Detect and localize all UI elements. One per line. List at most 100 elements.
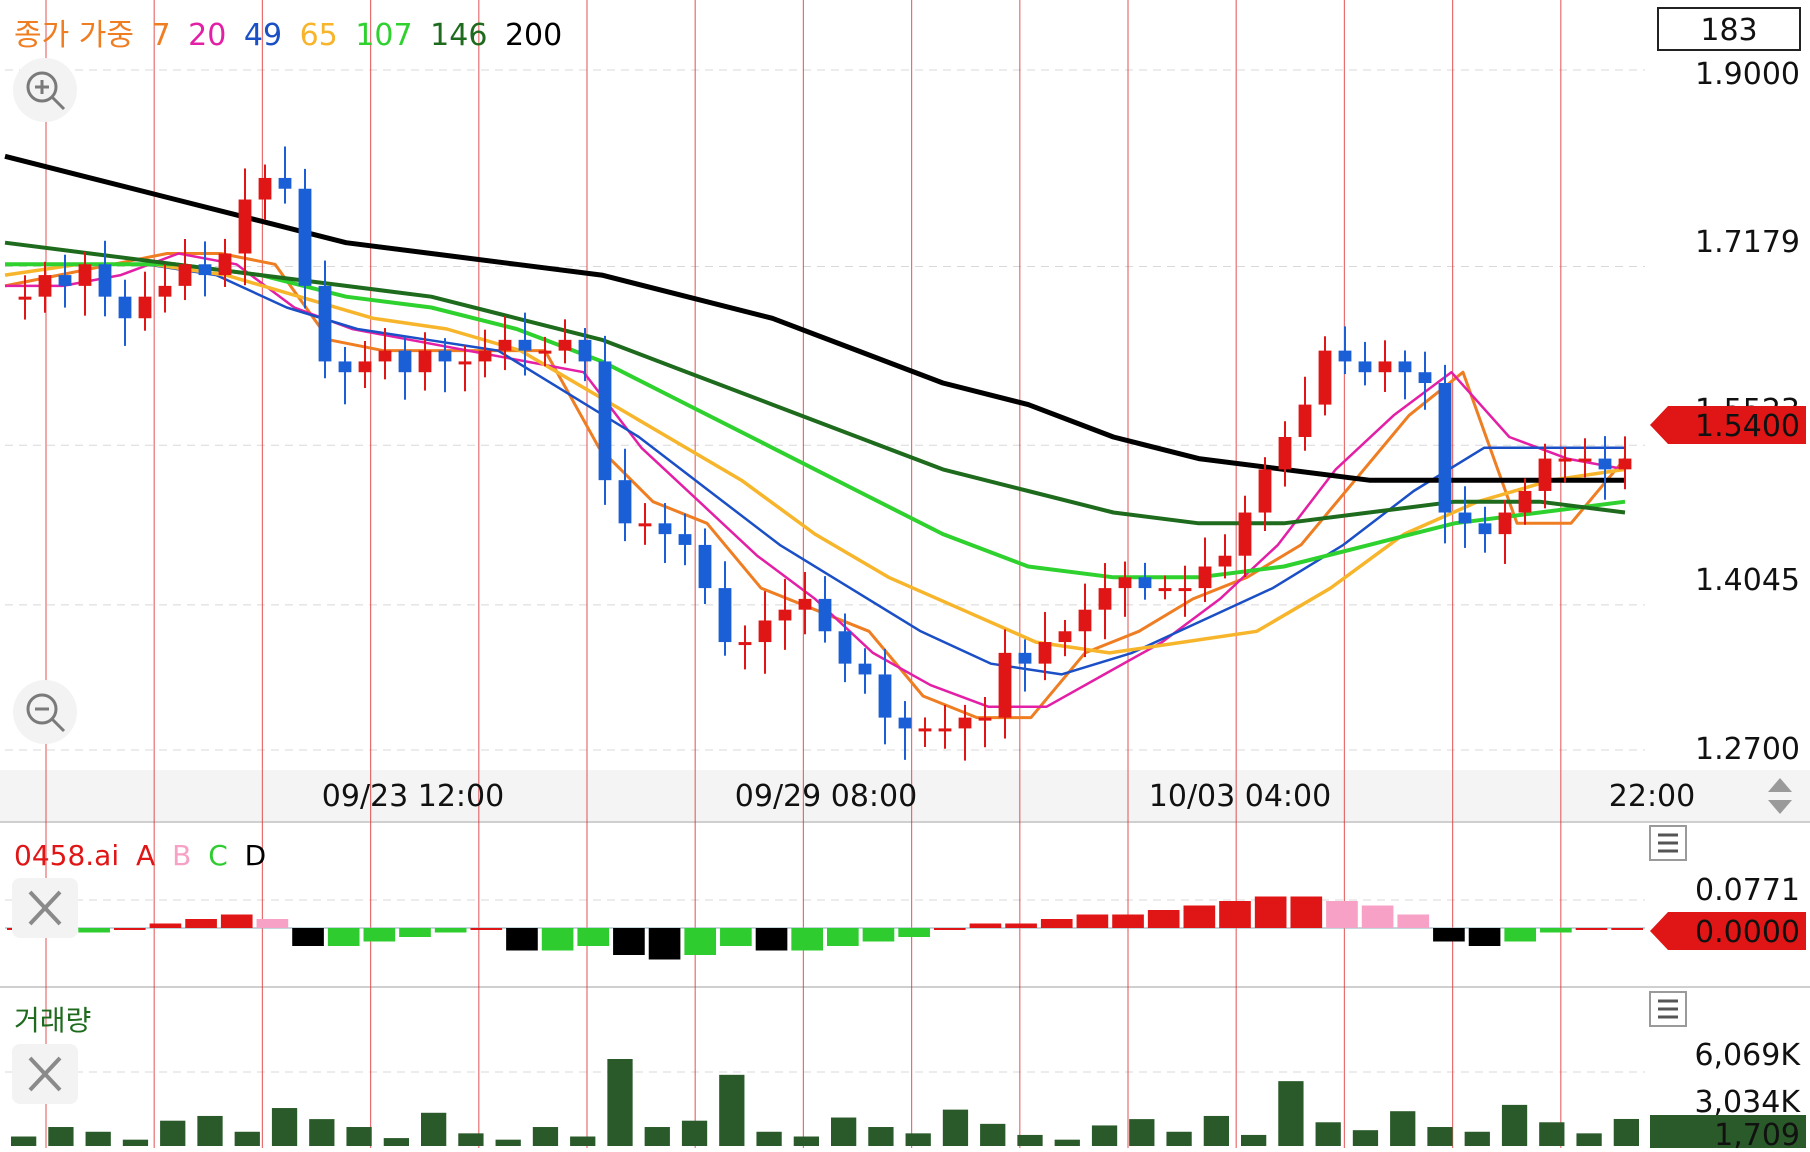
volume-bar <box>1278 1081 1304 1146</box>
legend-period-49: 49 <box>244 18 282 53</box>
volume-bar <box>48 1127 74 1146</box>
volume-bar <box>681 1120 708 1146</box>
candle-body <box>918 728 932 732</box>
candle-body <box>1058 631 1072 643</box>
candle-body <box>1158 588 1172 592</box>
candle-body <box>1518 490 1532 513</box>
volume-bar <box>122 1139 149 1146</box>
volume-bar <box>532 1127 559 1146</box>
legend-prefix: 종가 가중 <box>14 18 134 53</box>
time-axis-background <box>0 770 1810 822</box>
candle-body <box>1258 469 1272 513</box>
candle-body <box>258 177 272 200</box>
oscillator-bar <box>256 919 289 928</box>
volume-current-value: 1,709 <box>1714 1118 1800 1148</box>
oscillator-bar <box>1076 914 1109 928</box>
candle-body <box>1338 350 1352 362</box>
oscillator-bar <box>363 928 396 942</box>
candle-body <box>278 177 292 189</box>
oscillator-title: 0458.ai <box>14 839 119 872</box>
candle-body <box>938 728 952 732</box>
volume-bar <box>495 1139 521 1146</box>
candle-body <box>1558 458 1572 462</box>
candle-body <box>1498 512 1512 535</box>
volume-bar <box>1203 1115 1229 1146</box>
candle-body <box>358 361 372 373</box>
candle-body <box>478 350 492 362</box>
oscillator-bar <box>185 919 217 928</box>
legend-period-20: 20 <box>188 18 226 53</box>
candle-body <box>398 350 412 373</box>
ma-line-200 <box>4 153 1625 483</box>
oscillator-bar <box>827 928 859 946</box>
candle-body <box>378 350 392 362</box>
oscillator-bar <box>78 928 110 933</box>
candle-body <box>1618 458 1632 470</box>
oscillator-bar <box>1254 896 1287 928</box>
oscillator-bar <box>898 928 930 937</box>
candle-body <box>1218 555 1232 567</box>
candle-body <box>438 350 452 362</box>
oscillator-bar <box>720 928 752 946</box>
oscillator-bar <box>506 928 538 951</box>
zoom-out-button[interactable] <box>13 680 77 744</box>
volume-bar <box>1390 1111 1416 1146</box>
oscillator-bar <box>577 928 610 946</box>
oscillator-bar <box>1433 928 1465 942</box>
candle-body <box>338 361 352 373</box>
oscillator-bar <box>220 914 253 928</box>
time-label: 09/29 08:00 <box>735 779 917 814</box>
price-label: 1.7179 <box>1695 225 1800 260</box>
zoom-in-button[interactable] <box>13 58 77 122</box>
candle-body <box>1138 577 1152 589</box>
volume-bar <box>905 1133 931 1146</box>
volume-close-button[interactable] <box>12 1044 78 1104</box>
oscillator-series-a: A <box>136 839 155 872</box>
candle-body <box>218 253 232 276</box>
candle-body <box>678 534 692 545</box>
price-label: 1.9000 <box>1695 57 1800 92</box>
volume-bar <box>1501 1104 1528 1146</box>
ma-line-49 <box>5 263 1625 676</box>
volume-bar <box>868 1127 894 1146</box>
volume-bar <box>793 1136 819 1146</box>
main-legend: 종가 가중 7 20 49 65 107 146 200 <box>14 18 562 53</box>
oscillator-bar <box>613 928 645 955</box>
moving-average-lines <box>4 153 1627 720</box>
oscillator-bar <box>684 928 717 955</box>
oscillator-close-button[interactable] <box>12 878 78 938</box>
oscillator-current-value: 0.0000 <box>1695 915 1800 950</box>
oscillator-bar <box>1611 928 1643 930</box>
volume-bar <box>458 1133 484 1146</box>
candle-body <box>1438 383 1452 513</box>
legend-period-146: 146 <box>430 18 487 53</box>
scroll-handle[interactable] <box>1768 778 1792 814</box>
candle-body <box>418 350 432 373</box>
oscillator-bar <box>1219 901 1251 928</box>
session-separators <box>45 0 1562 1148</box>
oscillator-menu-button[interactable] <box>1649 825 1687 861</box>
bar-count: 183 <box>1700 13 1757 48</box>
oscillator-bar <box>1290 896 1323 928</box>
volume-bar <box>719 1074 745 1146</box>
candle-body <box>1098 588 1112 610</box>
candle-body <box>878 674 892 718</box>
candle-body <box>1198 566 1212 589</box>
volume-bar <box>1613 1118 1639 1146</box>
volume-bar <box>1091 1125 1118 1146</box>
candle-body <box>1038 642 1052 664</box>
volume-menu-button[interactable] <box>1649 991 1687 1027</box>
candle-body <box>1578 458 1592 462</box>
candle-body <box>138 296 152 319</box>
volume-bar <box>1315 1122 1341 1146</box>
candle-body <box>618 480 632 524</box>
volume-bar <box>1576 1133 1602 1146</box>
current-price-tag: 1.5400 <box>1650 406 1806 444</box>
candle-body <box>1298 404 1312 437</box>
oscillator-legend: 0458.ai A B C D <box>14 839 266 872</box>
volume-bar <box>383 1138 409 1146</box>
candle-body <box>1178 588 1192 592</box>
candle-body <box>538 350 552 354</box>
